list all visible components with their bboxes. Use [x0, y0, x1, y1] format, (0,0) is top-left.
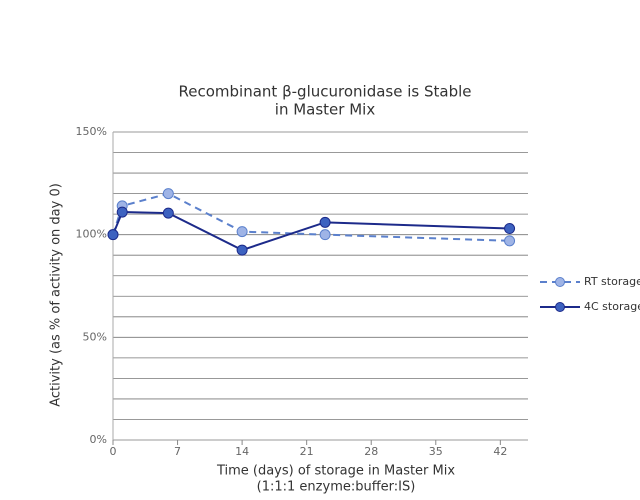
data-point [162, 207, 174, 219]
y-tick-label: 100% [76, 228, 107, 241]
data-point [236, 244, 248, 256]
data-point [162, 188, 174, 200]
series-line [112, 211, 510, 252]
legend-marker [555, 277, 565, 287]
x-tick-label: 42 [493, 445, 507, 458]
legend-label: 4C storage [584, 300, 640, 313]
chart-title: Recombinant β-glucuronidase is Stable [179, 83, 472, 101]
x-tick-label: 0 [110, 445, 117, 458]
data-point [504, 235, 516, 247]
data-point [236, 226, 248, 238]
series-line [112, 192, 510, 242]
x-axis-title: Time (days) of storage in Master Mix [216, 464, 455, 479]
x-tick-label: 28 [364, 445, 378, 458]
y-tick-label: 0% [90, 433, 107, 446]
x-tick-label: 7 [174, 445, 181, 458]
data-point [319, 216, 331, 228]
legend-label: RT storage [584, 275, 640, 288]
data-point [504, 223, 516, 235]
legend-marker [555, 302, 565, 312]
x-tick-label: 14 [235, 445, 249, 458]
x-axis-title: (1:1:1 enzyme:buffer:IS) [257, 480, 416, 495]
y-axis-title: Activity (as % of activity on day 0) [49, 183, 64, 407]
x-tick-label: 21 [300, 445, 314, 458]
data-point [107, 229, 119, 241]
y-tick-label: 150% [76, 125, 107, 138]
x-tick-label: 35 [429, 445, 443, 458]
y-tick-label: 50% [83, 330, 107, 343]
data-point [319, 229, 331, 241]
chart-title: in Master Mix [275, 101, 376, 119]
data-point [116, 206, 128, 218]
